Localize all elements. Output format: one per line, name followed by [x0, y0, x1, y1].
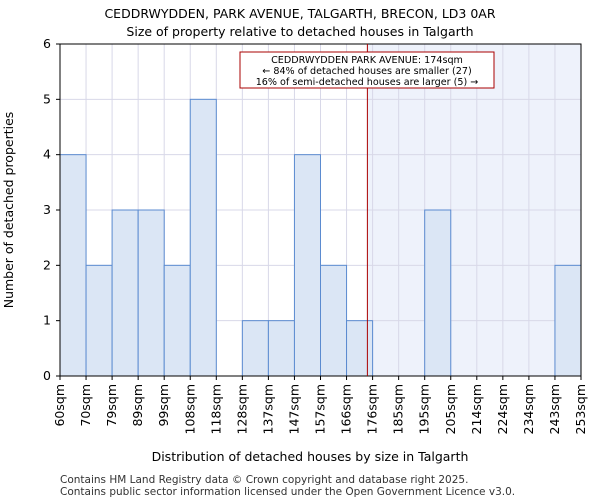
y-tick-label: 2	[43, 257, 51, 272]
x-tick-label: 70sqm	[78, 384, 93, 427]
x-tick-label: 118sqm	[208, 384, 223, 434]
annotation-frame	[239, 51, 495, 89]
y-tick-label: 1	[43, 313, 51, 328]
bar-166sqm	[346, 320, 374, 377]
y-tick-label: 6	[43, 36, 51, 51]
x-tick-label: 137sqm	[260, 384, 275, 434]
x-tick-label: 224sqm	[495, 384, 510, 434]
x-tick-label: 185sqm	[391, 384, 406, 434]
bar-89sqm	[137, 209, 165, 377]
y-tick-label: 0	[43, 368, 51, 383]
chart-title: CEDDRWYDDEN, PARK AVENUE, TALGARTH, BREC…	[104, 6, 495, 21]
x-tick-label: 195sqm	[417, 384, 432, 434]
annotation-box: CEDDRWYDDEN PARK AVENUE: 174sqm ← 84% of…	[239, 51, 495, 89]
annotation-line-3: 16% of semi-detached houses are larger (…	[256, 77, 479, 88]
x-tick-label: 79sqm	[104, 384, 119, 427]
bars	[59, 98, 582, 377]
x-tick-label: 234sqm	[521, 384, 536, 434]
x-tick-label: 157sqm	[313, 384, 328, 434]
x-axis: 60sqm 70sqm 79sqm 89sqm 99sqm 108sqm 118sqm 128…	[52, 376, 588, 434]
bar-60sqm	[59, 154, 87, 377]
y-axis: 0 1 2 3 4 5 6	[43, 36, 60, 383]
bar-70sqm	[85, 264, 113, 377]
x-axis-label: Distribution of detached houses by size …	[152, 449, 469, 464]
footer-line-2: Contains public sector information licen…	[60, 486, 515, 498]
bar-99sqm	[163, 264, 191, 377]
x-tick-label: 243sqm	[547, 384, 562, 434]
y-tick-label: 3	[43, 202, 51, 217]
footer-line-1: Contains HM Land Registry data © Crown c…	[60, 474, 468, 486]
bar-108sqm	[189, 98, 217, 377]
bar-137sqm	[267, 320, 295, 377]
x-tick-label: 253sqm	[573, 384, 588, 434]
bar-147sqm	[293, 154, 322, 377]
bar-195sqm	[424, 209, 452, 377]
bar-243sqm	[554, 264, 582, 377]
x-tick-label: 147sqm	[286, 384, 301, 434]
bar-157sqm	[320, 264, 348, 377]
x-tick-label: 128sqm	[234, 384, 249, 434]
x-tick-label: 166sqm	[339, 384, 354, 434]
bar-128sqm	[241, 320, 269, 377]
x-tick-label: 176sqm	[365, 384, 380, 434]
y-axis-label: Number of detached properties	[1, 112, 16, 309]
annotation-line-1: CEDDRWYDDEN PARK AVENUE: 174sqm	[271, 55, 463, 66]
x-tick-label: 60sqm	[52, 384, 67, 427]
x-tick-label: 99sqm	[156, 384, 171, 427]
x-tick-label: 108sqm	[182, 384, 197, 434]
y-tick-label: 5	[43, 91, 51, 106]
chart-subtitle: Size of property relative to detached ho…	[126, 24, 473, 39]
x-tick-label: 214sqm	[469, 384, 484, 434]
x-tick-label: 205sqm	[443, 384, 458, 434]
x-tick-label: 89sqm	[130, 384, 145, 427]
y-tick-label: 4	[43, 147, 51, 162]
bar-79sqm	[111, 209, 139, 377]
annotation-line-2: ← 84% of detached houses are smaller (27…	[262, 66, 471, 77]
